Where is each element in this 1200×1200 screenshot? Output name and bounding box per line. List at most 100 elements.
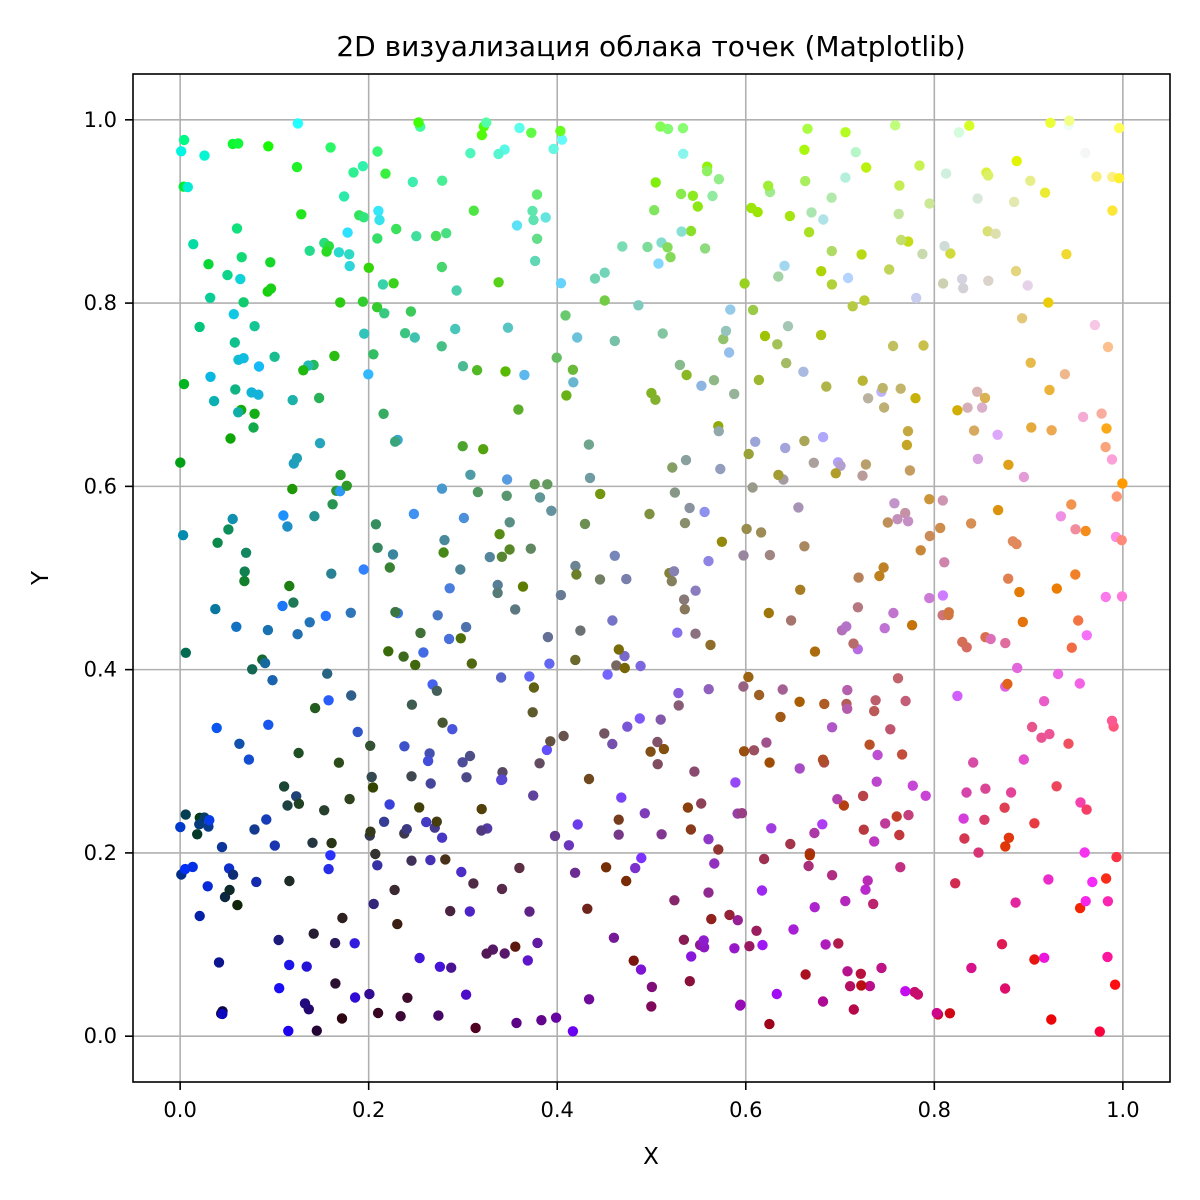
scatter-point	[384, 799, 395, 810]
scatter-point	[950, 878, 961, 889]
scatter-point	[524, 671, 535, 682]
scatter-point	[892, 514, 903, 525]
scatter-point	[1111, 491, 1123, 502]
scatter-point	[894, 180, 905, 191]
scatter-point	[265, 283, 277, 294]
scatter-point	[372, 146, 383, 157]
scatter-point	[782, 321, 794, 332]
scatter-point	[862, 393, 874, 404]
scatter-point	[240, 547, 252, 558]
scatter-point	[402, 992, 413, 1003]
scatter-point	[441, 228, 452, 239]
scatter-point	[529, 255, 541, 267]
scatter-point	[907, 780, 918, 791]
scatter-point	[1081, 804, 1092, 815]
scatter-point	[753, 374, 765, 386]
scatter-point	[901, 439, 913, 451]
scatter-point	[178, 134, 190, 146]
scatter-point	[293, 747, 304, 759]
scatter-point	[510, 604, 521, 615]
scatter-point	[793, 502, 804, 513]
scatter-point	[494, 529, 505, 540]
scatter-point	[887, 340, 899, 352]
scatter-point	[816, 266, 827, 277]
scatter-point	[956, 273, 968, 285]
scatter-point	[342, 227, 353, 238]
scatter-point	[230, 384, 241, 395]
scatter-point	[763, 180, 774, 191]
scatter-point	[972, 453, 984, 465]
scatter-point	[662, 242, 673, 253]
scatter-point	[788, 924, 799, 935]
scatter-point	[476, 803, 487, 815]
scatter-point	[636, 852, 647, 864]
scatter-point	[545, 736, 556, 747]
scatter-point	[943, 607, 954, 618]
scatter-point	[958, 283, 969, 294]
scatter-point	[848, 1004, 859, 1015]
scatter-point	[696, 380, 707, 391]
scatter-point	[826, 245, 837, 257]
scatter-point	[1017, 616, 1028, 628]
scatter-point	[405, 306, 417, 317]
scatter-point	[1080, 896, 1091, 907]
scatter-point	[247, 664, 258, 675]
scatter-point	[213, 957, 225, 968]
scatter-point	[979, 392, 991, 404]
scatter-point	[522, 955, 533, 966]
scatter-point	[495, 672, 507, 683]
scatter-point	[567, 1026, 579, 1037]
scatter-point	[222, 269, 233, 281]
scatter-point	[336, 1013, 348, 1024]
scatter-point	[410, 659, 421, 671]
scatter-point	[211, 722, 222, 734]
scatter-point	[1059, 369, 1071, 380]
scatter-point	[1096, 408, 1107, 419]
scatter-point	[1087, 876, 1098, 888]
scatter-point	[514, 862, 525, 874]
scatter-point	[678, 594, 690, 605]
scatter-point	[212, 537, 223, 548]
scatter-point	[363, 262, 374, 273]
scatter-point	[180, 647, 191, 658]
scatter-point	[658, 743, 670, 755]
scatter-point	[526, 127, 537, 138]
scatter-point	[915, 545, 926, 556]
scatter-point	[192, 829, 203, 840]
scatter-point	[653, 258, 664, 269]
scatter-point	[985, 633, 996, 645]
scatter-point	[862, 875, 873, 886]
scatter-point	[750, 436, 761, 447]
scatter-point	[447, 724, 458, 735]
scatter-point	[741, 523, 752, 535]
scatter-point	[739, 278, 750, 289]
scatter-point	[314, 438, 326, 449]
scatter-point	[468, 878, 479, 889]
scatter-point	[931, 1007, 942, 1019]
scatter-point	[584, 472, 596, 484]
scatter-point	[292, 118, 304, 129]
scatter-point	[924, 592, 935, 604]
scatter-point	[476, 129, 488, 141]
scatter-point	[869, 705, 880, 717]
scatter-point	[1002, 678, 1013, 690]
scatter-point	[225, 433, 236, 444]
scatter-point	[265, 257, 276, 268]
scatter-point	[468, 205, 479, 216]
scatter-point	[761, 737, 772, 748]
scatter-point	[884, 264, 895, 275]
scatter-point	[672, 627, 683, 638]
scatter-point	[1011, 155, 1022, 167]
scatter-point	[1089, 319, 1101, 331]
scatter-point	[438, 547, 449, 558]
scatter-point	[583, 773, 595, 785]
scatter-point	[249, 824, 260, 835]
scatter-point	[696, 798, 707, 809]
scatter-point	[639, 808, 650, 819]
scatter-point	[414, 802, 425, 813]
scatter-point	[344, 793, 355, 805]
scatter-point	[644, 508, 655, 520]
scatter-point	[460, 621, 472, 633]
scatter-point	[531, 189, 543, 200]
scatter-point	[406, 699, 418, 710]
